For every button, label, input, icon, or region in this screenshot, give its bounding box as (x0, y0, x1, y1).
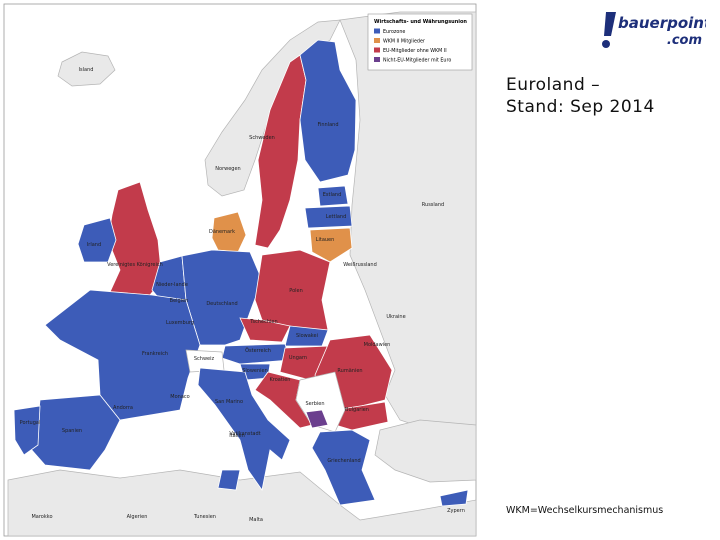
legend-box (367, 13, 473, 71)
country-label: Finnland (317, 122, 338, 128)
country-label: Dänemark (209, 229, 235, 235)
country-label: Portugal (20, 420, 41, 426)
country-label: Algerien (127, 514, 148, 520)
country (299, 39, 357, 183)
country-label: Rumänien (337, 368, 362, 374)
country-label: Bulgarien (345, 407, 369, 413)
country (221, 343, 291, 365)
country-label: Vereinigtes Königreich (107, 262, 163, 268)
non-eu-land (7, 11, 477, 537)
country (311, 429, 376, 506)
country-label: Monaco (170, 394, 189, 400)
country-label: Italien (229, 433, 245, 439)
country-label: Luxemburg (166, 320, 194, 326)
legend-label: EU-Mitglieder ohne WKM II (383, 48, 447, 54)
legend-swatch (374, 28, 380, 34)
country (239, 317, 291, 343)
country-labels: Island Norwegen Schweden Finnland Estland Let… (20, 67, 465, 523)
country (317, 185, 349, 207)
country-label: Slowakei (296, 333, 318, 339)
country-label: Andorra (113, 405, 133, 411)
legend: Wirtschafts- und Währungsunion Eurozone WK… (367, 13, 473, 71)
country-label: Weißrussland (343, 262, 377, 268)
country-label: Tunesien (193, 514, 216, 520)
country (374, 419, 477, 483)
country-label: Malta (249, 517, 263, 523)
legend-swatch (374, 38, 380, 43)
country (44, 289, 201, 421)
country (339, 11, 477, 441)
country (305, 409, 329, 429)
legend-label: Eurozone (383, 29, 405, 35)
country-label: Deutschland (206, 301, 237, 307)
country (57, 51, 116, 87)
country-label: Belgien (170, 298, 189, 304)
country-label: Ukraine (386, 314, 405, 320)
country (197, 367, 291, 491)
countries (13, 39, 469, 507)
country-label: Kroatien (270, 377, 291, 383)
country-label: Vatikanstadt (229, 431, 260, 437)
country-label: Russland (422, 202, 444, 208)
logo-dot (602, 40, 610, 48)
title-line: Euroland – (506, 75, 601, 95)
logo: bauerpoint .com (602, 12, 706, 48)
country-label: Serbien (305, 401, 324, 407)
country-label: Spanien (62, 428, 82, 434)
country (439, 489, 469, 507)
country-label: Schweden (249, 135, 275, 141)
legend-swatch (374, 47, 380, 53)
country-label: Slowenien (242, 368, 268, 374)
legend-label: WKM II Mitglieder (383, 39, 425, 45)
map: Wirtschafts- und Währungsunion Eurozone WK… (3, 3, 477, 537)
country-label: Litauen (316, 237, 335, 243)
country (217, 469, 241, 491)
country (309, 227, 353, 263)
country-label: San Marino (215, 399, 243, 405)
country-label: Schweiz (194, 356, 215, 362)
country-label: Tschechien (249, 319, 277, 325)
country-label: Österreich (245, 347, 271, 354)
country-label: Nieder-lande (156, 282, 188, 288)
country-label: Island (79, 67, 94, 73)
country (77, 217, 117, 263)
country (304, 205, 353, 229)
country-label: Norwegen (215, 166, 240, 172)
logo-tld: .com (667, 33, 702, 48)
country-label: Lettland (326, 214, 347, 220)
footnote: WKM=Wechselkursmechanismus (506, 505, 664, 516)
country-label: Irland (87, 242, 101, 248)
country-label: Estland (323, 192, 342, 198)
legend-label: Nicht-EU-Mitglieder mit Euro (383, 58, 451, 64)
logo-name: bauerpoint (618, 14, 706, 32)
country-label: Polen (289, 288, 303, 294)
country-label: Moldawien (364, 342, 391, 348)
legend-title: Wirtschafts- und Währungsunion (374, 19, 467, 25)
legend-swatch (374, 57, 380, 62)
title: Euroland – Stand: Sep 2014 (506, 74, 655, 118)
country-label: Ungarn (289, 355, 307, 361)
country-label: Zypern (447, 508, 465, 514)
logo-mark (604, 12, 616, 36)
title-line: Stand: Sep 2014 (506, 97, 655, 117)
country-label: Frankreich (142, 351, 168, 357)
country-label: Griechenland (327, 458, 360, 464)
country (13, 405, 41, 456)
country-label: Marokko (31, 514, 52, 520)
